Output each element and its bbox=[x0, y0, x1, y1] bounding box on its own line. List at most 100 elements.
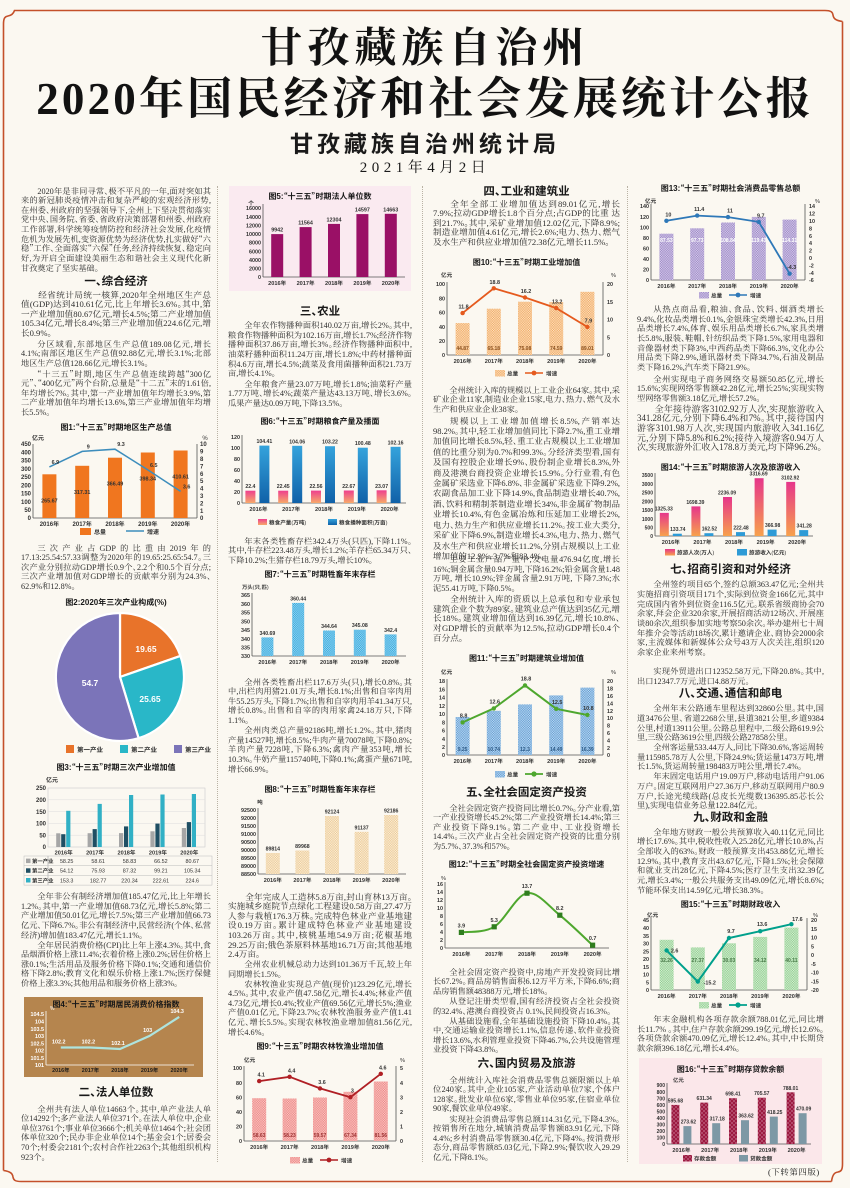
svg-text:2016年: 2016年 bbox=[250, 1143, 268, 1151]
svg-text:9.7: 9.7 bbox=[757, 211, 765, 219]
svg-text:14597: 14597 bbox=[355, 206, 370, 214]
svg-text:2017年: 2017年 bbox=[282, 505, 300, 513]
svg-text:1500: 1500 bbox=[642, 507, 653, 514]
svg-text:-6: -6 bbox=[809, 276, 814, 284]
svg-text:91500: 91500 bbox=[241, 822, 256, 830]
svg-text:10.8: 10.8 bbox=[583, 704, 594, 712]
svg-text:366.49: 366.49 bbox=[107, 480, 124, 488]
svg-text:300: 300 bbox=[657, 1122, 666, 1129]
svg-text:1: 1 bbox=[200, 506, 204, 515]
svg-text:27.37: 27.37 bbox=[692, 957, 705, 964]
svg-text:2020年: 2020年 bbox=[578, 757, 596, 765]
svg-text:40: 40 bbox=[234, 477, 240, 485]
svg-text:亿元: 亿元 bbox=[645, 197, 657, 205]
svg-text:65.18: 65.18 bbox=[488, 345, 501, 352]
svg-text:2018年: 2018年 bbox=[323, 876, 341, 884]
svg-text:3: 3 bbox=[351, 1087, 354, 1095]
svg-text:5: 5 bbox=[811, 943, 814, 951]
svg-text:22.45: 22.45 bbox=[277, 483, 290, 490]
svg-text:80: 80 bbox=[439, 294, 445, 302]
svg-text:32.26: 32.26 bbox=[660, 957, 673, 964]
svg-text:2017年: 2017年 bbox=[293, 876, 311, 884]
svg-text:400: 400 bbox=[21, 447, 32, 456]
svg-text:-15: -15 bbox=[811, 978, 819, 986]
svg-text:第二产业: 第二产业 bbox=[131, 744, 158, 754]
svg-text:16: 16 bbox=[437, 880, 443, 888]
svg-text:总量: 总量 bbox=[711, 1002, 723, 1010]
svg-text:2017年: 2017年 bbox=[485, 357, 503, 365]
svg-text:101.5: 101.5 bbox=[31, 1054, 45, 1062]
svg-text:4000: 4000 bbox=[249, 256, 261, 264]
svg-text:8: 8 bbox=[607, 722, 610, 730]
svg-text:500: 500 bbox=[657, 1108, 666, 1115]
svg-text:总量: 总量 bbox=[507, 370, 519, 378]
svg-text:0.7: 0.7 bbox=[589, 934, 597, 942]
svg-text:9942: 9942 bbox=[271, 226, 283, 234]
svg-text:200: 200 bbox=[657, 1128, 666, 1135]
svg-text:2000: 2000 bbox=[642, 498, 653, 505]
svg-text:44.87: 44.87 bbox=[456, 345, 469, 352]
svg-text:6: 6 bbox=[809, 232, 812, 240]
svg-text:102: 102 bbox=[35, 1047, 44, 1055]
svg-text:-5: -5 bbox=[811, 960, 816, 968]
svg-text:亿元: 亿元 bbox=[46, 775, 58, 784]
svg-text:10: 10 bbox=[437, 904, 443, 912]
svg-text:2019年: 2019年 bbox=[759, 1146, 777, 1154]
svg-text:341.28: 341.28 bbox=[797, 523, 813, 530]
svg-text:2019年: 2019年 bbox=[351, 658, 369, 666]
svg-text:个: 个 bbox=[248, 199, 254, 207]
svg-text:亿元: 亿元 bbox=[673, 1076, 684, 1084]
svg-text:60: 60 bbox=[236, 1093, 242, 1101]
svg-text:40.11: 40.11 bbox=[785, 957, 797, 964]
svg-text:2019年: 2019年 bbox=[149, 849, 167, 857]
svg-text:旅游人次(万人): 旅游人次(万人) bbox=[677, 549, 714, 557]
svg-text:亿元: 亿元 bbox=[244, 1056, 256, 1064]
svg-text:2017年: 2017年 bbox=[701, 1146, 719, 1154]
svg-text:50: 50 bbox=[24, 505, 31, 514]
svg-text:120: 120 bbox=[231, 433, 240, 441]
svg-text:9: 9 bbox=[87, 442, 90, 450]
svg-text:%: % bbox=[400, 1056, 405, 1064]
svg-text:2236.09: 2236.09 bbox=[718, 490, 736, 497]
svg-text:2020年: 2020年 bbox=[382, 876, 400, 884]
svg-text:250: 250 bbox=[36, 783, 47, 792]
svg-text:0: 0 bbox=[662, 1141, 665, 1148]
svg-text:11: 11 bbox=[727, 207, 733, 215]
svg-text:150: 150 bbox=[21, 489, 32, 498]
svg-text:67.34: 67.34 bbox=[344, 1132, 357, 1139]
svg-text:335: 335 bbox=[241, 644, 250, 652]
svg-text:存款金额: 存款金额 bbox=[694, 1155, 717, 1163]
svg-text:2016年: 2016年 bbox=[258, 658, 276, 666]
svg-text:6: 6 bbox=[200, 469, 204, 478]
svg-text:总量: 总量 bbox=[507, 771, 519, 779]
svg-text:20: 20 bbox=[439, 337, 445, 345]
svg-text:162.52: 162.52 bbox=[702, 526, 718, 533]
svg-text:9.7: 9.7 bbox=[727, 927, 735, 935]
svg-text:92186: 92186 bbox=[384, 808, 399, 815]
svg-text:14: 14 bbox=[437, 888, 443, 896]
svg-text:亿元: 亿元 bbox=[32, 433, 44, 442]
svg-text:8: 8 bbox=[809, 224, 812, 232]
svg-text:20: 20 bbox=[607, 677, 613, 685]
svg-text:16.2: 16.2 bbox=[521, 287, 532, 295]
svg-text:317.18: 317.18 bbox=[710, 1116, 726, 1123]
svg-text:222.61: 222.61 bbox=[153, 876, 170, 884]
svg-text:2: 2 bbox=[400, 1108, 403, 1116]
svg-text:6: 6 bbox=[607, 729, 610, 737]
svg-text:9.25: 9.25 bbox=[458, 746, 468, 753]
svg-text:103.5: 103.5 bbox=[31, 1025, 45, 1033]
svg-text:亿元: 亿元 bbox=[441, 271, 453, 279]
svg-text:365: 365 bbox=[241, 591, 250, 599]
svg-text:12304: 12304 bbox=[327, 215, 342, 223]
svg-text:2000: 2000 bbox=[249, 265, 261, 273]
svg-text:81.56: 81.56 bbox=[375, 1132, 388, 1139]
svg-text:102.16: 102.16 bbox=[388, 439, 404, 446]
svg-text:102.2: 102.2 bbox=[82, 1038, 96, 1046]
svg-text:3000: 3000 bbox=[642, 481, 653, 488]
svg-text:3102.92: 3102.92 bbox=[781, 474, 799, 481]
svg-text:103: 103 bbox=[35, 1032, 44, 1040]
svg-text:800: 800 bbox=[657, 1089, 666, 1096]
svg-text:3.6: 3.6 bbox=[318, 1078, 326, 1086]
svg-text:4: 4 bbox=[400, 1079, 403, 1087]
svg-text:92124: 92124 bbox=[325, 809, 340, 816]
